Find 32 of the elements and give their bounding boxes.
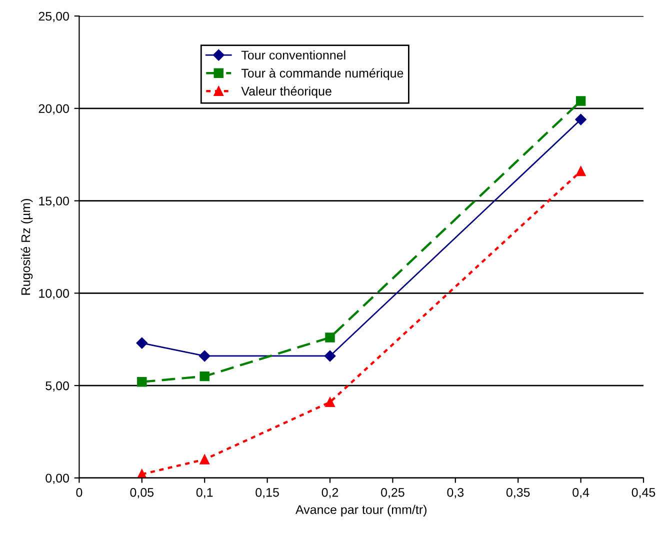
y-tick-label: 25,00	[38, 12, 69, 22]
point	[200, 371, 210, 382]
point	[198, 350, 210, 362]
x-tick-label: 0,4	[572, 488, 590, 498]
y-tick-label: 5,00	[46, 381, 69, 392]
point	[325, 397, 335, 408]
x-tick-label: 0,35	[506, 488, 530, 498]
x-tick-label: 0,25	[381, 488, 404, 498]
y-tick-label: 10,00	[39, 288, 69, 300]
point	[575, 114, 586, 126]
point	[325, 332, 335, 342]
point	[576, 166, 586, 176]
point	[324, 350, 336, 362]
x-tick-label: 0,05	[130, 488, 154, 498]
y-tick-label: 15,00	[39, 196, 69, 207]
point	[576, 96, 586, 106]
x-tick-label: 0,3	[447, 488, 464, 498]
x-tick-label: 0,1	[196, 488, 213, 498]
point	[200, 454, 210, 464]
legend-label: Valeur théorique	[241, 86, 332, 98]
x-tick-label: 0,45	[632, 488, 656, 498]
y-tick-label: 20,00	[38, 104, 69, 115]
y-tick-label: 0,00	[46, 474, 69, 484]
x-tick-label: 0,15	[256, 488, 279, 498]
legend-label: Tour conventionnel	[241, 50, 346, 60]
legend-label: Tour à commande numérique	[241, 68, 404, 80]
x-tick-label: 0,2	[322, 488, 338, 498]
x-axis-title: Avance par tour (mm/tr)	[296, 504, 426, 517]
point	[136, 337, 148, 349]
x-tick-label: 0	[76, 488, 82, 497]
y-axis-title: Rugosité Rz (µm)	[20, 199, 33, 295]
point	[137, 376, 147, 387]
